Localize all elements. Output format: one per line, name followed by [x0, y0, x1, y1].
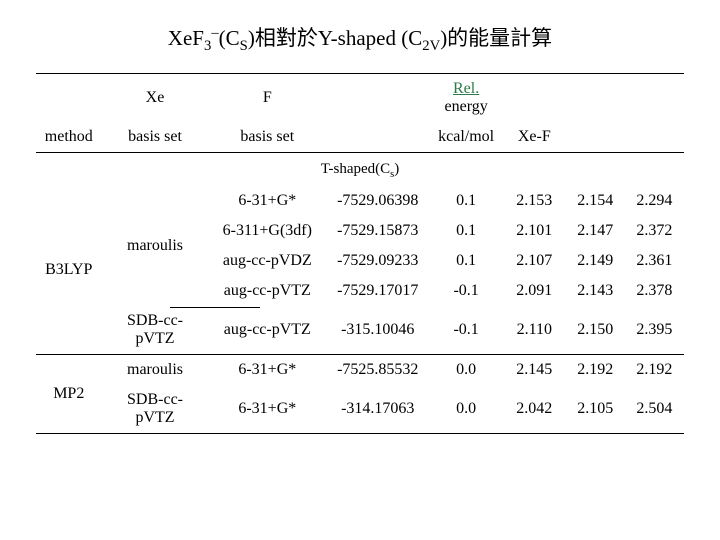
cell-b: 2.378: [625, 276, 684, 306]
cell-xef: 2.107: [503, 246, 566, 276]
title-part: )的能量計算: [440, 26, 552, 50]
cell-a: 2.154: [566, 186, 625, 216]
section-label: T-shaped(Cs): [36, 153, 684, 186]
cell-xef: 2.110: [503, 306, 566, 355]
cell-rel: 0.0: [429, 385, 503, 434]
page-title: XeF3–(CS)相對於Y-shaped (C2V)的能量計算: [36, 22, 684, 55]
cell-f: 6-31+G*: [208, 355, 326, 385]
cell-f: 6-31+G*: [208, 186, 326, 216]
cell-f: 6-31+G*: [208, 385, 326, 434]
cell-rel: 0.1: [429, 216, 503, 246]
cell-rel: -0.1: [429, 276, 503, 306]
cell-rel: 0.1: [429, 246, 503, 276]
title-sup: –: [211, 25, 218, 41]
cell-a: 2.143: [566, 276, 625, 306]
col-method-sub: method: [36, 122, 102, 153]
cell-b: 2.395: [625, 306, 684, 355]
cell-e: -7525.85532: [326, 355, 429, 385]
rel-sub: energy: [444, 98, 487, 115]
cell-xe: SDB-cc-pVTZ: [102, 306, 209, 355]
cell-xe: maroulis: [102, 186, 209, 306]
title-part: 相對於Y-shaped (C: [255, 26, 422, 50]
col-xe: Xe: [102, 74, 209, 122]
cell-xe: maroulis: [102, 355, 209, 385]
cell-e: -315.10046: [326, 306, 429, 355]
cell-f: aug-cc-pVTZ: [208, 276, 326, 306]
cell-a: 2.192: [566, 355, 625, 385]
cell-a: 2.147: [566, 216, 625, 246]
cell-e: -7529.06398: [326, 186, 429, 216]
cell-method: B3LYP: [36, 186, 102, 355]
col-xef: Xe-F: [503, 122, 566, 153]
cell-b: 2.372: [625, 216, 684, 246]
cell-rel: -0.1: [429, 306, 503, 355]
cell-xef: 2.091: [503, 276, 566, 306]
col-rel-sub: kcal/mol: [429, 122, 503, 153]
title-part: (C: [219, 26, 240, 50]
title-part: ): [248, 26, 255, 50]
cell-b: 2.361: [625, 246, 684, 276]
col-rel: Rel. energy: [429, 74, 503, 122]
cell-e: -7529.15873: [326, 216, 429, 246]
cell-xe: SDB-cc-pVTZ: [102, 385, 209, 434]
cell-a: 2.149: [566, 246, 625, 276]
cell-xef: 2.153: [503, 186, 566, 216]
title-sub: S: [240, 38, 248, 54]
cell-e: -7529.09233: [326, 246, 429, 276]
rel-link[interactable]: Rel.: [453, 80, 479, 97]
cell-b: 2.294: [625, 186, 684, 216]
cell-xef: 2.101: [503, 216, 566, 246]
cell-f: 6-311+G(3df): [208, 216, 326, 246]
cell-f: aug-cc-pVDZ: [208, 246, 326, 276]
cell-rel: 0.1: [429, 186, 503, 216]
cell-a: 2.150: [566, 306, 625, 355]
col-f-sub: basis set: [208, 122, 326, 153]
cell-e: -7529.17017: [326, 276, 429, 306]
cell-a: 2.105: [566, 385, 625, 434]
cell-e: -314.17063: [326, 385, 429, 434]
col-f: F: [208, 74, 326, 122]
cell-xef: 2.145: [503, 355, 566, 385]
cell-b: 2.504: [625, 385, 684, 434]
cell-rel: 0.0: [429, 355, 503, 385]
title-sub: 2V: [422, 38, 440, 54]
cell-f: aug-cc-pVTZ: [208, 306, 326, 355]
title-part: XeF: [168, 26, 204, 50]
cell-method: MP2: [36, 355, 102, 434]
energy-table: Xe F Rel. energy method basis set basis …: [36, 73, 684, 434]
cell-b: 2.192: [625, 355, 684, 385]
cell-xef: 2.042: [503, 385, 566, 434]
col-method: [36, 74, 102, 122]
col-xe-sub: basis set: [102, 122, 209, 153]
